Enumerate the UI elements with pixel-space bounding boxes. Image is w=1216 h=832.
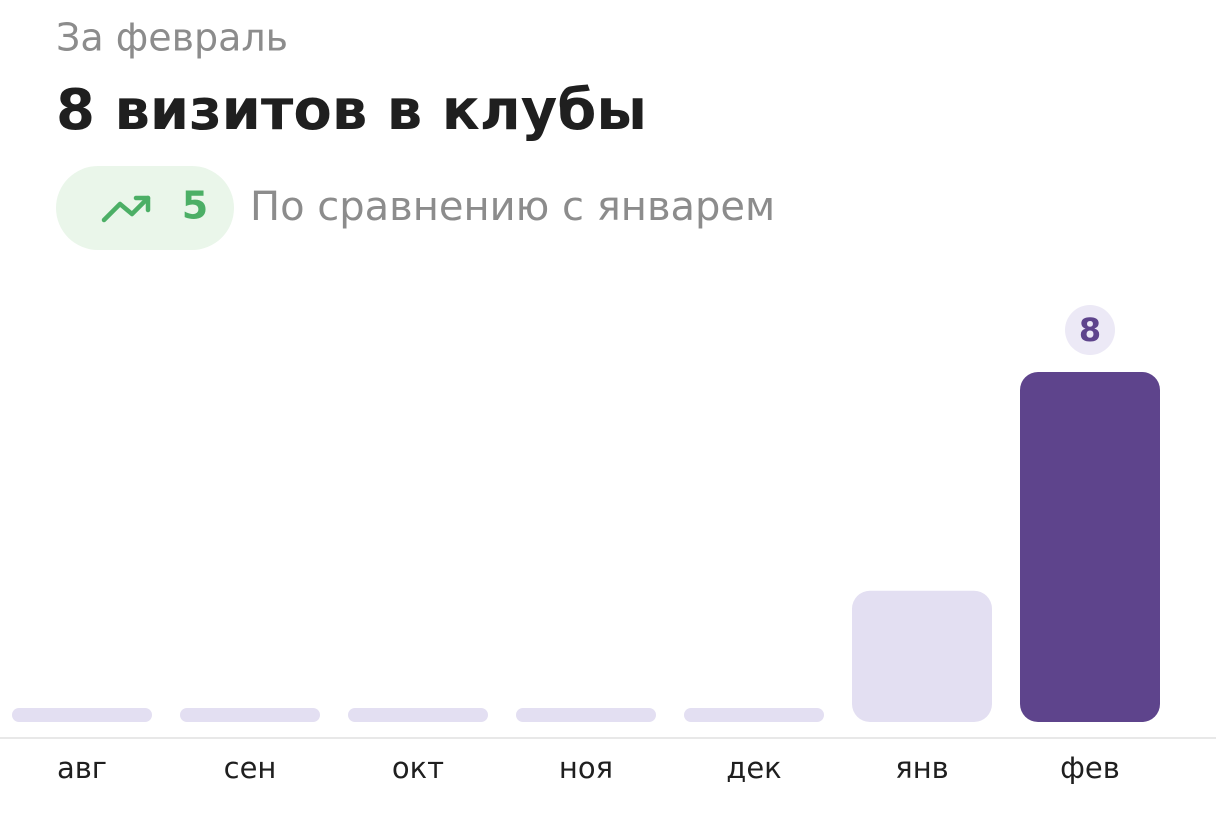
bar <box>180 708 320 722</box>
delta-caption: По сравнению с январем <box>250 184 775 230</box>
bar <box>348 708 488 722</box>
value-label: 8 <box>1079 311 1101 349</box>
delta-badge <box>56 166 234 250</box>
x-tick-label: авг <box>57 751 107 785</box>
title: 8 визитов в клубы <box>56 78 647 143</box>
x-tick-label: янв <box>895 751 949 785</box>
delta-value: 5 <box>182 184 208 228</box>
x-tick-label: сен <box>224 751 277 785</box>
x-tick-label: фев <box>1060 751 1120 785</box>
bar <box>516 708 656 722</box>
bar <box>852 590 992 722</box>
trend-icon <box>101 195 151 223</box>
bar <box>12 708 152 722</box>
period: За февраль <box>56 16 288 60</box>
value-label-bg <box>1065 305 1115 355</box>
bar <box>1020 372 1160 722</box>
x-tick-label: ноя <box>559 751 613 785</box>
x-tick-label: дек <box>726 751 781 785</box>
bar <box>684 708 824 722</box>
x-tick-label: окт <box>392 751 444 785</box>
